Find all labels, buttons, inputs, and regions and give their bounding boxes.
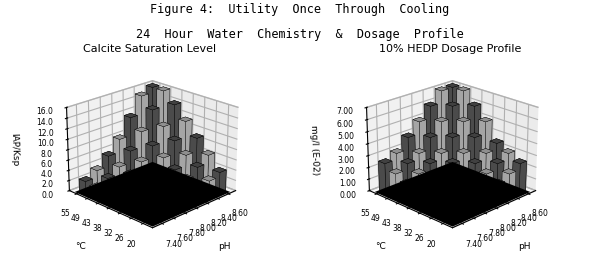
X-axis label: pH: pH (218, 243, 230, 251)
Text: Figure 4:  Utility  Once  Through  Cooling: Figure 4: Utility Once Through Cooling (151, 3, 449, 15)
Text: 24  Hour  Water  Chemistry  &  Dosage  Profile: 24 Hour Water Chemistry & Dosage Profile (136, 28, 464, 41)
Y-axis label: °C: °C (376, 243, 386, 251)
Text: Calcite Saturation Level: Calcite Saturation Level (83, 44, 217, 54)
Y-axis label: °C: °C (76, 243, 86, 251)
X-axis label: pH: pH (518, 243, 530, 251)
Text: 10% HEDP Dosage Profile: 10% HEDP Dosage Profile (379, 44, 521, 54)
